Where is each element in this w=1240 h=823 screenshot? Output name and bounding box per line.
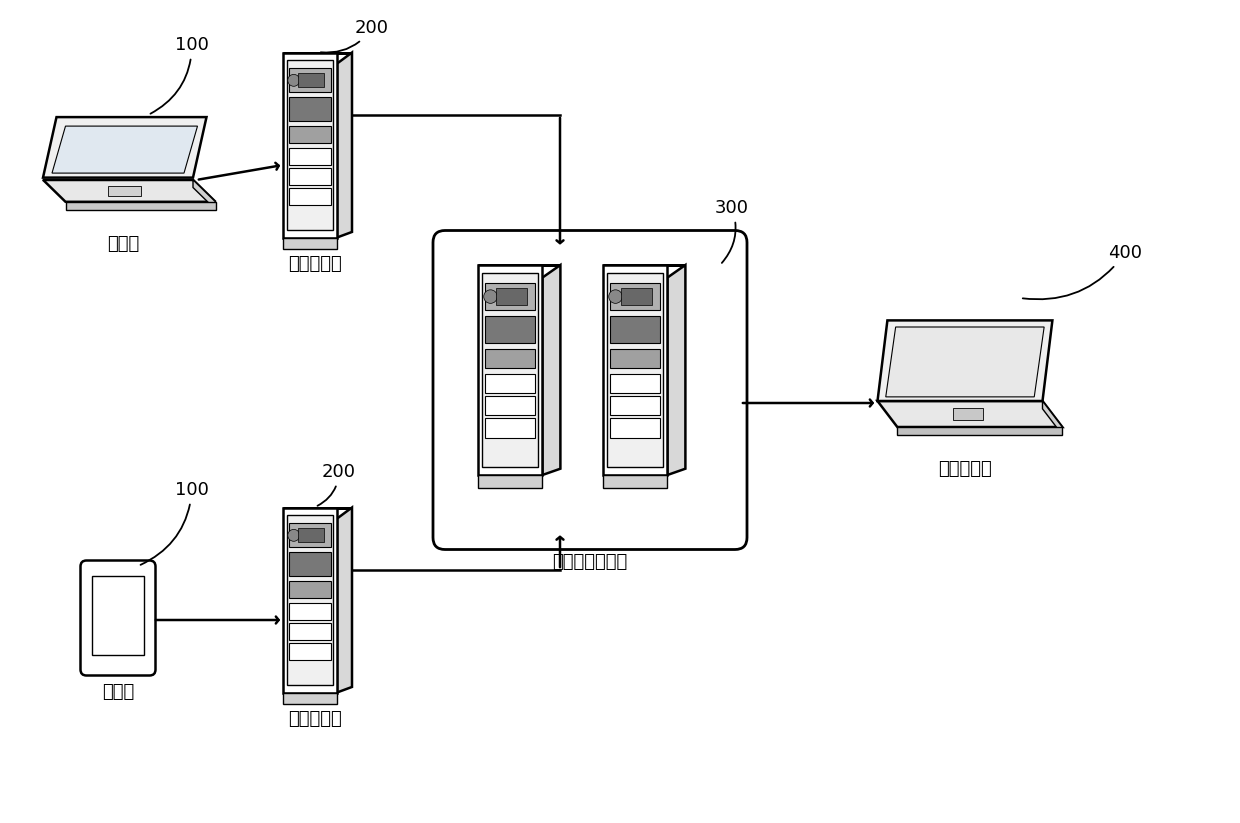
Bar (289, 623, 331, 640)
Bar (283, 238, 337, 249)
Bar (289, 523, 331, 547)
Bar (283, 508, 337, 692)
Bar (610, 316, 660, 343)
Text: 100: 100 (150, 36, 208, 114)
Bar (299, 528, 324, 542)
Text: 运维客户端: 运维客户端 (939, 460, 992, 478)
Circle shape (288, 74, 300, 86)
Bar (289, 643, 331, 659)
Polygon shape (885, 327, 1044, 397)
Bar (603, 475, 667, 487)
Polygon shape (898, 427, 1063, 435)
Bar (477, 265, 542, 475)
Polygon shape (337, 53, 352, 238)
Bar (482, 273, 538, 467)
Bar (477, 475, 542, 487)
Bar (496, 289, 527, 305)
Bar (289, 126, 331, 143)
Bar (608, 273, 663, 467)
Bar (299, 73, 324, 87)
Bar (610, 396, 660, 416)
Polygon shape (52, 126, 197, 173)
Bar (485, 396, 536, 416)
FancyBboxPatch shape (81, 560, 155, 676)
Text: 客户端: 客户端 (102, 683, 134, 701)
Bar (108, 186, 141, 197)
Text: 接入服务器: 接入服务器 (288, 710, 342, 728)
Polygon shape (878, 320, 1053, 401)
Circle shape (484, 290, 497, 304)
Bar (283, 53, 337, 238)
Bar (610, 283, 660, 310)
Text: 100: 100 (140, 481, 208, 565)
Bar (610, 374, 660, 393)
Bar (286, 60, 334, 230)
Text: 接入服务器: 接入服务器 (288, 255, 342, 273)
Bar (289, 581, 331, 598)
Text: 200: 200 (321, 19, 389, 53)
Text: 400: 400 (1023, 244, 1142, 300)
Text: 业务系统服务器: 业务系统服务器 (552, 552, 627, 570)
Polygon shape (66, 202, 216, 210)
Bar (603, 265, 667, 475)
Polygon shape (878, 401, 1063, 427)
Bar (954, 408, 983, 420)
Polygon shape (542, 265, 560, 475)
Circle shape (609, 290, 622, 304)
Bar (485, 316, 536, 343)
Bar (289, 97, 331, 121)
Text: 300: 300 (715, 199, 749, 263)
Bar (283, 692, 337, 704)
Bar (289, 188, 331, 205)
Bar (485, 374, 536, 393)
Text: 客户端: 客户端 (107, 235, 139, 253)
Bar (92, 576, 144, 655)
Polygon shape (43, 179, 216, 202)
Text: 200: 200 (317, 463, 356, 506)
Polygon shape (337, 508, 352, 692)
Bar (289, 552, 331, 576)
Bar (485, 418, 536, 438)
FancyBboxPatch shape (433, 230, 746, 550)
Polygon shape (43, 117, 207, 178)
Circle shape (288, 529, 300, 542)
Bar (485, 349, 536, 368)
Polygon shape (1043, 401, 1063, 435)
Bar (289, 148, 331, 165)
Bar (610, 418, 660, 438)
Polygon shape (193, 179, 216, 210)
Bar (289, 603, 331, 621)
Bar (610, 349, 660, 368)
Bar (485, 283, 536, 310)
Polygon shape (667, 265, 686, 475)
Bar (286, 515, 334, 685)
Bar (621, 289, 652, 305)
Bar (289, 168, 331, 185)
Bar (289, 68, 331, 92)
